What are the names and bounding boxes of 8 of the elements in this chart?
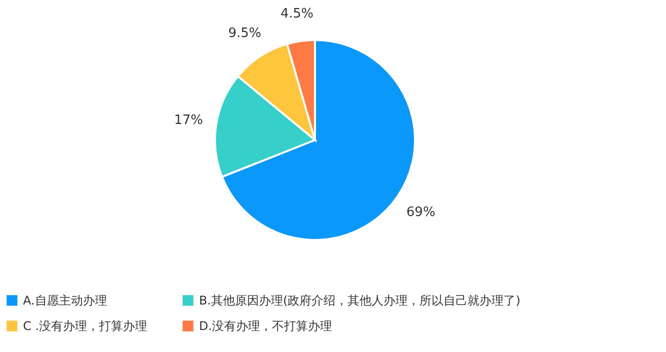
legend-label: D.没有办理，不打算办理 — [199, 319, 332, 333]
data-label: 69% — [406, 204, 436, 220]
data-label: 17% — [174, 112, 204, 128]
data-label: 4.5% — [280, 6, 314, 22]
legend-label: A.自愿主动办理 — [23, 293, 107, 308]
legend-label: C .没有办理，打算办理 — [23, 319, 148, 333]
legend-label: B.其他原因办理(政府介绍，其他人办理，所以自己就办理了) — [199, 293, 520, 308]
data-label: 9.5% — [228, 26, 262, 42]
